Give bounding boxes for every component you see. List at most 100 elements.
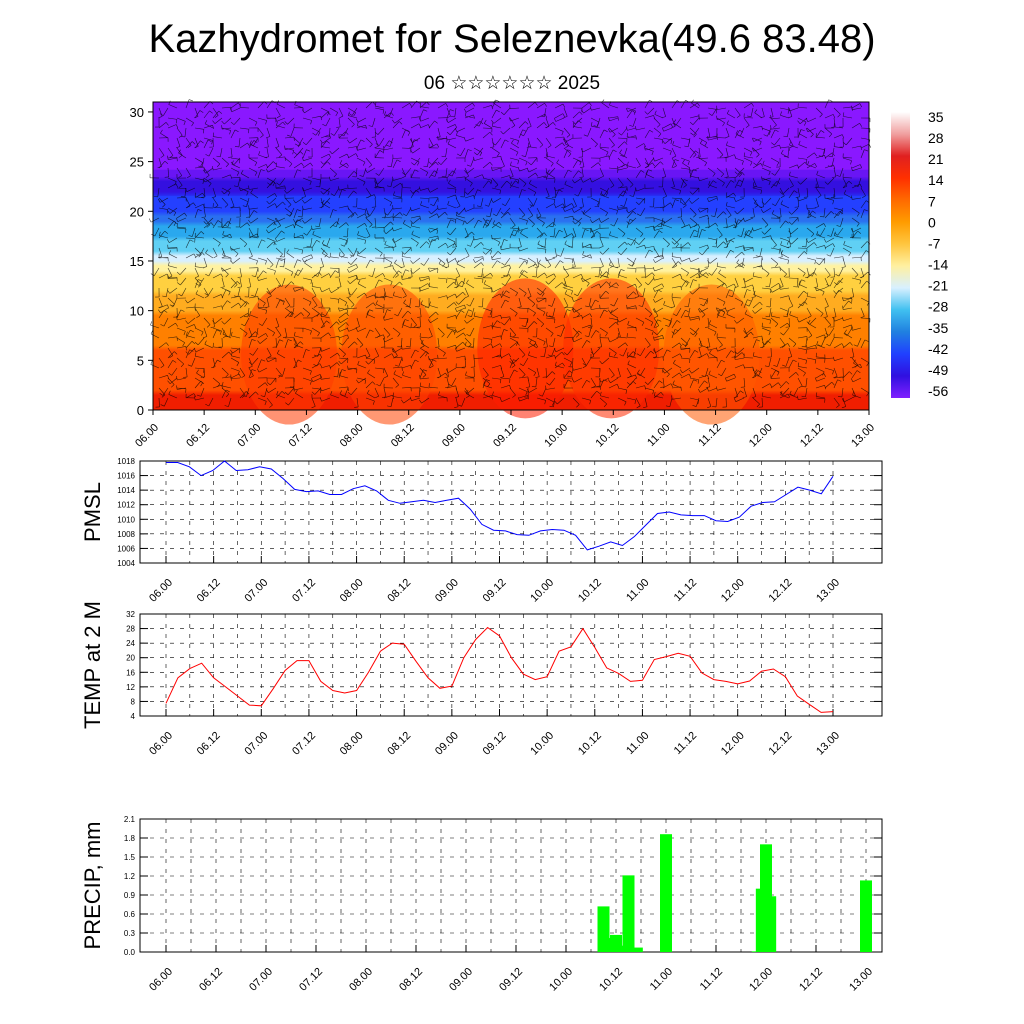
wind-barb [824,307,828,317]
wind-barb [806,307,812,317]
wind-barb [680,217,686,227]
wind-barb [563,267,570,276]
wind-barb [392,327,401,334]
wind-barb-flag [168,390,171,395]
wind-barb [671,257,677,266]
wind-barb-flag [248,366,253,369]
wind-barb-flag [402,213,407,217]
wind-barb-flag [420,339,424,344]
wind-barb [564,143,574,149]
wind-barb-flag [456,275,460,279]
wind-barb [590,283,600,289]
wind-barb-flag [193,393,197,398]
wind-barb-flag [620,184,624,188]
wind-barb [167,147,174,156]
wind-barb-flag [278,259,283,261]
wind-barb [824,297,829,307]
wind-barb-flag [238,302,241,307]
wind-barb-flag [733,397,737,402]
wind-barb-flag [369,224,373,228]
wind-barb-flag [841,406,846,409]
wind-barb-flag [780,390,783,395]
wind-barb [509,229,514,239]
wind-barb-flag [310,162,313,167]
wind-barb-flag [771,203,776,207]
wind-barb [519,247,529,252]
wind-barb-flag [645,170,648,175]
wind-barb [401,387,411,389]
wind-barb [753,227,763,232]
wind-barb-flag [704,380,708,384]
y-axis-label: PMSL [80,482,105,542]
wind-barb-flag [611,374,615,378]
wind-barb-flag [741,286,746,288]
wind-barb [581,167,584,177]
wind-barb-flag [282,336,287,338]
wind-barb-flag [803,290,807,294]
wind-barb-flag [490,272,493,277]
wind-barb-flag [373,359,376,364]
wind-barb-flag [598,378,602,383]
wind-barb-flag [625,107,629,112]
wind-barb-flag [401,275,403,280]
wind-barb [446,281,454,289]
wind-barb [224,187,232,195]
wind-barb-flag [824,385,827,390]
wind-barb-flag [663,301,666,305]
wind-barb-flag [500,111,505,115]
wind-barb [437,211,446,219]
wind-barb [446,237,456,243]
wind-barb [599,237,604,247]
wind-barb [446,315,456,319]
wind-barb [717,347,727,352]
wind-barb [707,196,717,199]
wind-barb-flag [347,334,350,339]
wind-barb [374,177,379,187]
wind-barb [554,260,561,269]
x-tick-label: 07.00 [242,577,270,605]
wind-barb-flag [593,125,598,127]
wind-barb-flag [715,347,718,352]
wind-barb-flag [723,246,728,248]
wind-barb-flag [382,109,385,114]
wind-barb-flag [797,164,800,169]
wind-barb-flag [734,286,739,289]
wind-barb [762,164,772,169]
wind-barb [709,353,718,359]
wind-barb [857,177,862,187]
wind-barb-flag [394,364,399,367]
wind-barb-flag [346,240,348,245]
wind-barb [715,397,718,407]
wind-barb-flag [309,181,312,186]
wind-barb [842,106,852,109]
wind-barb-flag [697,399,700,404]
wind-barb-flag [158,309,161,314]
wind-barb [806,227,815,235]
wind-barb [663,224,673,229]
wind-barb [689,267,699,271]
wind-barb [207,287,214,296]
wind-barb-flag [854,274,859,278]
wind-barb-flag [671,331,675,335]
wind-barb-flag [693,214,697,218]
wind-barb-flag [833,122,835,127]
wind-barb [446,344,456,349]
wind-barb-flag [444,211,448,216]
wind-barb [325,307,331,317]
wind-barb-flag [355,118,359,123]
wind-barb [647,107,655,115]
wind-barb-flag [589,178,593,183]
wind-barb [482,325,492,329]
wind-barb-flag [346,268,350,273]
wind-barb-flag [564,290,568,295]
wind-barb [725,283,735,289]
wind-barb-flag [609,265,614,269]
wind-barb [401,103,410,109]
wind-barb-flag [195,283,200,286]
wind-barb-flag [260,134,264,138]
wind-barb [725,167,729,177]
wind-barb-flag [392,216,394,221]
wind-barb-flag [866,362,869,367]
wind-barb-flag [237,276,242,278]
wind-barb-flag [534,102,538,106]
